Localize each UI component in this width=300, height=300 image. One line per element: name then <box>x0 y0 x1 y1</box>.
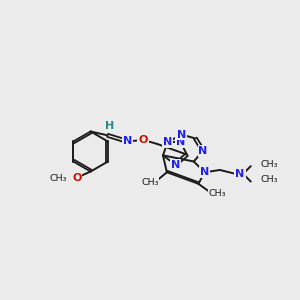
Text: N: N <box>176 137 185 147</box>
Text: CH₃: CH₃ <box>141 178 159 187</box>
Text: N: N <box>123 136 132 146</box>
Text: CH₃: CH₃ <box>260 176 278 184</box>
Text: H: H <box>105 121 115 131</box>
Text: N: N <box>171 160 180 170</box>
Text: N: N <box>236 169 244 179</box>
Text: CH₃: CH₃ <box>260 160 278 169</box>
Text: CH₃: CH₃ <box>208 189 226 198</box>
Text: O: O <box>72 173 81 183</box>
Text: O: O <box>138 135 148 145</box>
Text: N: N <box>163 137 172 147</box>
Text: N: N <box>177 130 186 140</box>
Text: N: N <box>198 146 208 156</box>
Text: N: N <box>200 167 209 177</box>
Text: CH₃: CH₃ <box>49 174 67 183</box>
